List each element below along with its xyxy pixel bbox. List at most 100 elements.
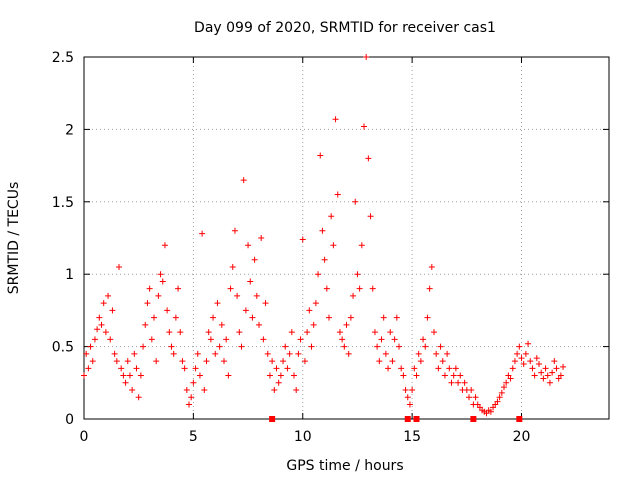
data-point: [540, 375, 547, 382]
data-point: [118, 365, 125, 372]
zero-marker: [413, 416, 420, 422]
data-point: [424, 314, 431, 321]
chart-title: Day 099 of 2020, SRMTID for receiver cas…: [194, 20, 496, 36]
data-point: [113, 358, 120, 365]
data-point: [361, 123, 367, 130]
data-point: [321, 256, 328, 263]
data-point: [347, 314, 354, 321]
data-point: [406, 401, 413, 408]
data-point: [501, 384, 507, 391]
data-point: [496, 394, 503, 401]
data-point: [487, 408, 494, 415]
data-point: [249, 314, 256, 321]
data-point: [89, 358, 96, 365]
data-point: [536, 360, 542, 367]
data-point: [461, 379, 468, 386]
zero-marker: [404, 416, 411, 422]
data-point: [339, 336, 346, 343]
data-point: [323, 285, 330, 292]
data-point: [122, 379, 129, 386]
data-point: [269, 358, 276, 365]
data-point: [247, 278, 254, 285]
data-point: [221, 358, 227, 365]
data-point: [498, 389, 505, 396]
zero-marker: [470, 416, 477, 422]
data-points: [81, 54, 567, 417]
data-point: [354, 271, 361, 278]
data-point: [231, 227, 238, 234]
data-point: [411, 365, 418, 372]
data-point: [148, 336, 155, 343]
data-point: [417, 358, 424, 365]
data-point: [266, 372, 273, 379]
data-point: [529, 365, 536, 372]
data-point: [415, 350, 422, 357]
data-point: [402, 387, 409, 394]
data-point: [83, 350, 90, 357]
data-point: [385, 365, 392, 372]
data-point: [404, 394, 411, 401]
data-point: [350, 292, 357, 299]
data-point: [199, 230, 206, 237]
data-point: [544, 372, 551, 379]
data-point: [256, 321, 262, 328]
data-point: [96, 314, 103, 321]
data-point: [194, 350, 201, 357]
data-point: [560, 363, 567, 370]
data-point: [186, 401, 192, 408]
data-point: [511, 358, 518, 365]
data-point: [315, 271, 322, 278]
data-point: [306, 307, 313, 314]
data-point: [343, 321, 350, 328]
data-point: [516, 343, 523, 350]
data-point: [527, 358, 534, 365]
data-point: [284, 365, 291, 372]
data-point: [120, 372, 127, 379]
data-point: [494, 398, 501, 405]
data-point: [175, 285, 182, 292]
data-point: [146, 285, 153, 292]
data-point: [525, 340, 532, 347]
x-axis-label: GPS time / hours: [286, 458, 403, 474]
data-point: [172, 314, 179, 321]
data-point: [87, 343, 94, 350]
data-point: [282, 343, 289, 350]
data-point: [288, 329, 295, 336]
plot-frame: [83, 56, 610, 420]
data-point: [542, 365, 549, 372]
data-point: [299, 236, 306, 243]
data-point: [218, 321, 225, 328]
data-point: [308, 343, 315, 350]
data-point: [142, 321, 149, 328]
data-point: [159, 278, 166, 285]
data-point: [98, 321, 105, 328]
data-point: [428, 263, 435, 270]
data-point: [332, 116, 339, 123]
y-tick-label: 0.5: [52, 340, 74, 356]
data-point: [177, 329, 184, 336]
data-point: [124, 358, 131, 365]
data-point: [168, 343, 175, 350]
zero-marker: [516, 416, 523, 422]
data-point: [105, 292, 112, 299]
data-point: [439, 358, 446, 365]
data-point: [533, 355, 540, 362]
data-point: [472, 394, 479, 401]
data-point: [437, 343, 444, 350]
data-point: [144, 300, 151, 307]
zero-markers: [269, 416, 523, 422]
data-point: [133, 365, 140, 372]
data-point: [190, 379, 197, 386]
data-point: [514, 350, 521, 357]
data-point: [131, 350, 138, 357]
data-point: [380, 314, 387, 321]
data-point: [100, 300, 107, 307]
data-point: [253, 292, 260, 299]
data-point: [553, 365, 560, 372]
data-point: [291, 372, 297, 379]
data-point: [326, 314, 332, 321]
y-axis-ticks: 0 0.5 1 1.5 2 2.5: [52, 50, 609, 428]
data-point: [295, 350, 302, 357]
data-point: [301, 358, 308, 365]
data-point: [109, 307, 116, 314]
